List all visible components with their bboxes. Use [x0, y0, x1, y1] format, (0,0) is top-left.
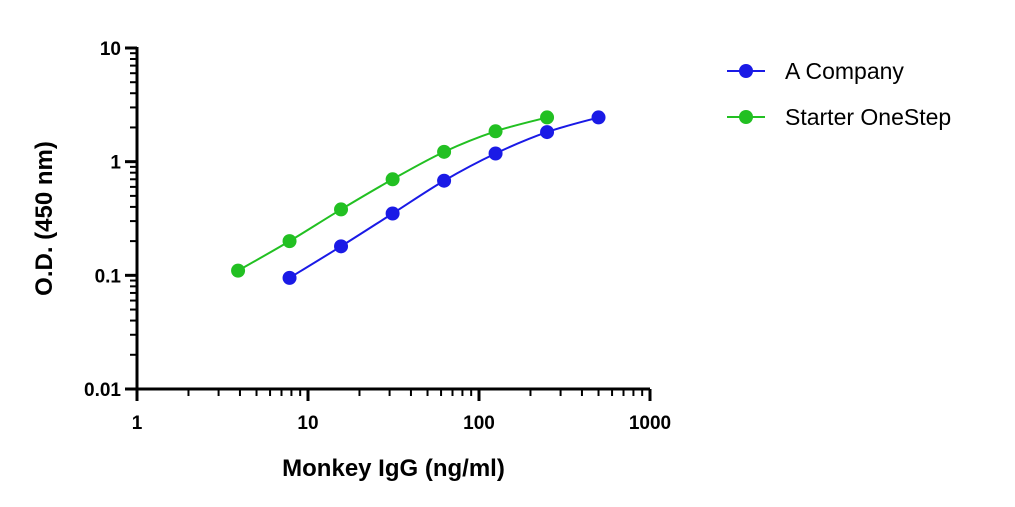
y-axis-title: O.D. (450 nm): [31, 141, 58, 296]
y-tick-labels: 0.01 0.1 1 10: [84, 39, 121, 401]
data-point: [282, 234, 297, 249]
data-point: [334, 239, 349, 254]
y-ticks: [125, 46, 137, 391]
x-axis-title: Monkey IgG (ng/ml): [282, 455, 505, 482]
y-tick-label: 1: [110, 153, 121, 174]
legend-label: Starter OneStep: [785, 104, 951, 130]
legend: A Company Starter OneStep: [727, 58, 951, 130]
data-point: [437, 144, 452, 159]
data-point: [334, 202, 349, 217]
data-point: [488, 124, 503, 139]
axes: [135, 47, 650, 391]
data-point: [591, 110, 606, 125]
x-tick-label: 10: [297, 413, 318, 434]
series-line: [237, 116, 548, 272]
data-point: [231, 263, 246, 278]
legend-item-starter-onestep: Starter OneStep: [727, 104, 951, 130]
x-tick-label: 1: [132, 413, 143, 434]
data-point: [282, 270, 297, 285]
x-tick-label: 1000: [629, 413, 671, 434]
x-ticks: [135, 389, 652, 401]
y-tick-label: 10: [100, 39, 121, 60]
y-tick-label: 0.01: [84, 380, 121, 401]
legend-item-a-company: A Company: [727, 58, 904, 84]
data-point: [488, 146, 503, 161]
series-line: [289, 116, 599, 279]
series-0: [282, 110, 606, 285]
legend-label: A Company: [785, 58, 904, 84]
data-point: [540, 125, 555, 140]
legend-marker: [739, 64, 753, 78]
legend-marker: [739, 110, 753, 124]
series-1: [231, 110, 555, 278]
y-tick-label: 0.1: [95, 266, 122, 287]
data-point: [385, 172, 400, 187]
data-point: [385, 206, 400, 221]
x-tick-labels: 1 10 100 1000: [132, 413, 671, 434]
data-point: [437, 173, 452, 188]
x-tick-label: 100: [463, 413, 495, 434]
data-point: [540, 110, 555, 125]
series-layer: [231, 110, 606, 285]
